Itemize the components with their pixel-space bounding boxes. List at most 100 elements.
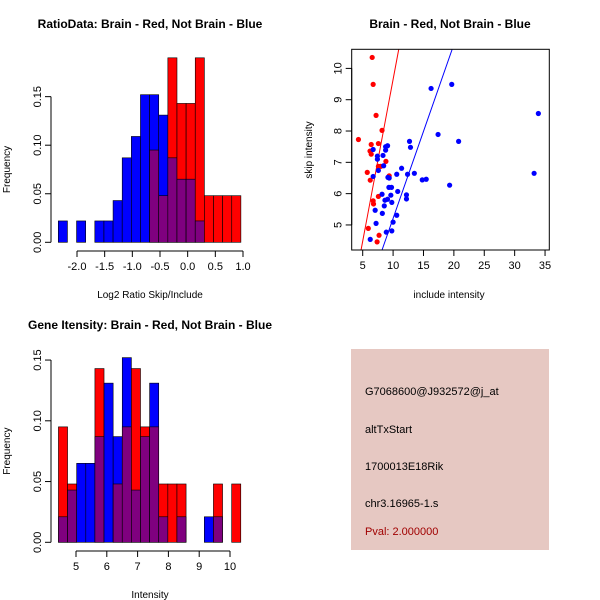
bar-not-brain bbox=[103, 382, 114, 543]
bar-not-brain bbox=[94, 220, 105, 243]
point-brain bbox=[369, 54, 375, 61]
point-not-brain bbox=[407, 144, 414, 150]
point-not-brain bbox=[374, 153, 381, 159]
y-tick-label: 0.15 bbox=[32, 349, 44, 370]
point-not-brain bbox=[419, 177, 425, 183]
point-brain bbox=[374, 239, 380, 245]
y-tick-label: 7 bbox=[333, 159, 345, 165]
bar-overlap bbox=[121, 426, 132, 543]
bar-overlap bbox=[140, 436, 150, 543]
chart-title: Brain - Red, Not Brain - Blue bbox=[369, 17, 531, 31]
bar-overlap bbox=[149, 149, 160, 243]
x-tick-label: 9 bbox=[196, 561, 202, 573]
point-not-brain bbox=[535, 110, 541, 117]
bar-not-brain bbox=[204, 516, 214, 543]
point-not-brain bbox=[399, 165, 405, 171]
point-not-brain bbox=[375, 167, 381, 174]
y-tick-label: 0.00 bbox=[32, 232, 44, 253]
bar-not-brain bbox=[76, 220, 86, 243]
point-not-brain bbox=[388, 184, 395, 190]
x-tick-label: 25 bbox=[478, 260, 490, 272]
point-brain bbox=[370, 201, 377, 207]
y-axis-label: Frequency bbox=[2, 146, 13, 193]
x-tick-label: 5 bbox=[360, 260, 366, 272]
point-brain bbox=[368, 141, 374, 148]
y-tick-label: 0.15 bbox=[32, 86, 44, 107]
bar-overlap bbox=[67, 489, 77, 543]
bar-overlap bbox=[194, 220, 205, 243]
bar-not-brain bbox=[121, 157, 132, 243]
x-axis-label: Log2 Ratio Skip/Include bbox=[97, 290, 203, 301]
bar-overlap bbox=[112, 483, 123, 543]
point-not-brain bbox=[395, 188, 401, 195]
x-tick-label: 7 bbox=[135, 561, 141, 573]
x-tick-label: 1.0 bbox=[235, 261, 250, 273]
x-tick-label: 8 bbox=[165, 561, 171, 573]
x-tick-label: 6 bbox=[104, 561, 110, 573]
point-brain bbox=[368, 151, 374, 157]
y-tick-label: 0.10 bbox=[32, 410, 44, 431]
pval: Pval: 2.000000 bbox=[365, 526, 439, 538]
bar-overlap bbox=[131, 489, 141, 543]
x-tick-label: -1.0 bbox=[123, 261, 142, 273]
chart-title: RatioData: Brain - Red, Not Brain - Blue bbox=[38, 17, 263, 31]
probe-id: G7068600@J932572@j_at bbox=[365, 386, 499, 398]
point-brain bbox=[365, 225, 371, 231]
bar-overlap bbox=[94, 436, 105, 543]
point-brain bbox=[370, 81, 376, 87]
bar-overlap bbox=[213, 516, 223, 543]
fit-line bbox=[381, 49, 453, 250]
point-not-brain bbox=[456, 138, 462, 144]
point-not-brain bbox=[379, 210, 385, 216]
point-not-brain bbox=[428, 85, 434, 92]
y-tick-label: 0.00 bbox=[32, 532, 44, 553]
point-not-brain bbox=[388, 192, 394, 198]
y-tick-label: 0.05 bbox=[32, 471, 44, 492]
y-tick-label: 5 bbox=[333, 222, 345, 228]
bar-overlap bbox=[158, 195, 169, 243]
point-brain bbox=[364, 169, 370, 175]
point-not-brain bbox=[403, 196, 410, 202]
chart-title: Gene Itensity: Brain - Red, Not Brain - … bbox=[28, 318, 272, 332]
y-tick-label: 10 bbox=[333, 62, 345, 74]
bar-not-brain bbox=[76, 463, 87, 543]
fit-line bbox=[360, 49, 400, 250]
point-not-brain bbox=[423, 176, 429, 182]
bar-overlap bbox=[176, 516, 187, 543]
bar-overlap bbox=[167, 157, 178, 243]
bar-overlap bbox=[149, 426, 160, 543]
y-tick-label: 0.05 bbox=[32, 183, 44, 204]
x-tick-label: 35 bbox=[539, 260, 551, 272]
bar-brain bbox=[222, 195, 233, 243]
bar-not-brain bbox=[131, 136, 141, 243]
point-not-brain bbox=[449, 81, 455, 87]
gene-name: 1700013E18Rik bbox=[365, 461, 444, 473]
bar-overlap bbox=[158, 516, 169, 543]
bar-brain bbox=[213, 195, 223, 243]
y-tick-label: 6 bbox=[333, 191, 345, 197]
point-not-brain bbox=[389, 228, 395, 234]
bar-brain bbox=[167, 483, 178, 543]
x-tick-label: -1.5 bbox=[95, 261, 114, 273]
bar-not-brain bbox=[103, 220, 114, 243]
point-not-brain bbox=[381, 163, 387, 169]
bar-not-brain bbox=[57, 220, 68, 243]
point-not-brain bbox=[389, 199, 395, 206]
point-not-brain bbox=[381, 203, 387, 209]
point-not-brain bbox=[380, 152, 386, 159]
point-brain bbox=[367, 177, 373, 183]
x-tick-label: -0.5 bbox=[151, 261, 170, 273]
x-tick-label: 5 bbox=[73, 561, 79, 573]
bar-brain bbox=[194, 57, 205, 243]
point-not-brain bbox=[447, 182, 453, 188]
point-brain bbox=[375, 140, 381, 147]
point-brain bbox=[355, 136, 362, 143]
point-brain bbox=[383, 158, 389, 164]
x-tick-label: 20 bbox=[448, 260, 460, 272]
y-axis-label: skip intensity bbox=[304, 121, 315, 178]
point-not-brain bbox=[406, 138, 413, 144]
bar-overlap bbox=[176, 178, 187, 243]
bar-overlap bbox=[58, 516, 68, 543]
y-axis-label: Frequency bbox=[2, 428, 13, 475]
